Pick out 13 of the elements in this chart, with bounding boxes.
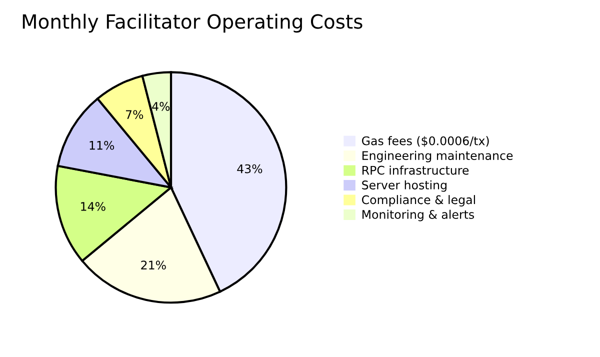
chart-title: Monthly Facilitator Operating Costs [22, 14, 362, 33]
data-label: 14% [81, 202, 106, 211]
data-label: 11% [90, 140, 114, 150]
legend-label: Monitoring & alerts [362, 210, 474, 222]
data-label: 43% [237, 164, 262, 174]
data-label: 21% [141, 260, 166, 270]
data-label: 7% [126, 110, 144, 119]
legend-label: RPC infrastructure [362, 166, 469, 175]
legend-label: Gas fees ($0.0006/tx) [362, 136, 489, 147]
legend-label: Server hosting [362, 180, 446, 192]
data-label: 4% [152, 102, 170, 111]
legend-label: Compliance & legal [362, 195, 475, 206]
legend-label: Engineering maintenance [362, 150, 513, 162]
